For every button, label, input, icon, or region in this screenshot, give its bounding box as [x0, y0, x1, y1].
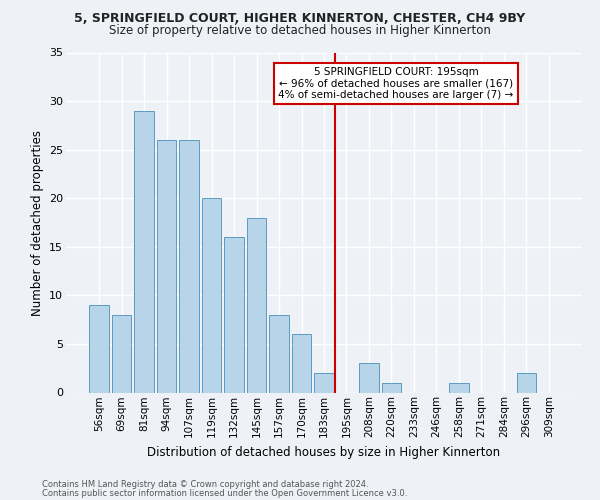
Text: Size of property relative to detached houses in Higher Kinnerton: Size of property relative to detached ho… [109, 24, 491, 37]
Text: 5 SPRINGFIELD COURT: 195sqm
← 96% of detached houses are smaller (167)
4% of sem: 5 SPRINGFIELD COURT: 195sqm ← 96% of det… [278, 67, 514, 100]
Bar [449, 383, 469, 392]
Bar [89, 305, 109, 392]
Y-axis label: Number of detached properties: Number of detached properties [31, 130, 44, 316]
Bar [269, 315, 289, 392]
Bar [202, 198, 221, 392]
Bar [134, 111, 154, 392]
Text: Contains HM Land Registry data © Crown copyright and database right 2024.: Contains HM Land Registry data © Crown c… [42, 480, 368, 489]
Bar [517, 373, 536, 392]
Bar [382, 383, 401, 392]
Bar [179, 140, 199, 392]
Bar [112, 315, 131, 392]
Bar [224, 237, 244, 392]
Bar [359, 364, 379, 392]
Bar [157, 140, 176, 392]
Bar [292, 334, 311, 392]
Text: 5, SPRINGFIELD COURT, HIGHER KINNERTON, CHESTER, CH4 9BY: 5, SPRINGFIELD COURT, HIGHER KINNERTON, … [74, 12, 526, 26]
Text: Contains public sector information licensed under the Open Government Licence v3: Contains public sector information licen… [42, 489, 407, 498]
X-axis label: Distribution of detached houses by size in Higher Kinnerton: Distribution of detached houses by size … [148, 446, 500, 458]
Bar [247, 218, 266, 392]
Bar [314, 373, 334, 392]
